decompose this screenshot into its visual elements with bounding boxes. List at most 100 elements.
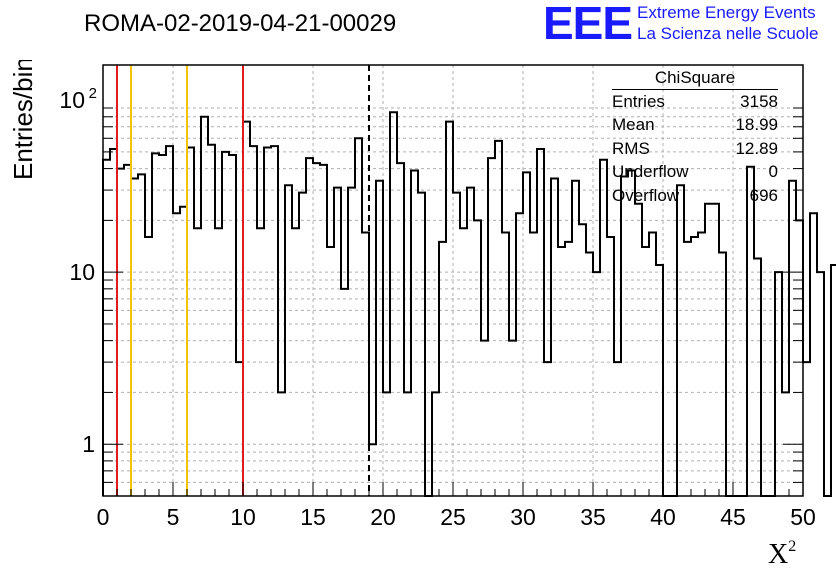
histogram-bin — [544, 362, 551, 496]
stats-value: 12.89 — [735, 138, 778, 158]
histogram-bin — [635, 204, 642, 496]
histogram-bin — [187, 148, 194, 496]
x-axis-label-exponent: 2 — [788, 538, 797, 555]
histogram-bin — [467, 188, 474, 496]
histogram-bin — [796, 220, 803, 496]
histogram-bin — [593, 272, 600, 496]
histogram-bin — [278, 392, 285, 496]
chart-title: ROMA-02-2019-04-21-00029 — [84, 10, 397, 37]
histogram-bin — [390, 112, 397, 496]
histogram-bin — [236, 362, 243, 496]
histogram-bin — [551, 179, 558, 496]
histogram-bin — [397, 163, 404, 496]
histogram-bin — [306, 158, 313, 496]
histogram-bin — [523, 172, 530, 496]
histogram-bin — [628, 170, 635, 496]
y-axis-label: Entries/bin — [8, 60, 38, 180]
histogram-bin — [831, 265, 836, 496]
y-tick-label: 1 — [82, 431, 95, 457]
x-axis-label: X2 — [768, 538, 796, 571]
histogram-bin — [712, 204, 719, 496]
histogram-bin — [817, 272, 824, 496]
histogram-bin — [383, 392, 390, 496]
histogram-bin — [775, 272, 782, 496]
histogram-bin — [355, 138, 362, 496]
stats-box: ChiSquare Entries 3158 Mean 18.99 RMS 12… — [612, 68, 778, 207]
stats-label: RMS — [612, 138, 650, 158]
histogram-bin — [222, 152, 229, 496]
histogram-bin — [334, 188, 341, 496]
stats-row: Overflow 696 — [612, 184, 778, 207]
x-tick-label: 25 — [440, 504, 466, 530]
x-tick-label: 20 — [370, 504, 396, 530]
stats-value: 3158 — [740, 92, 778, 111]
stats-value: 18.99 — [735, 115, 778, 135]
histogram-bin — [418, 193, 425, 496]
histogram-bin — [446, 122, 453, 496]
histogram-bin — [159, 155, 166, 496]
histogram-bin — [131, 179, 138, 496]
histogram-bin — [194, 228, 201, 496]
histogram-bin — [180, 207, 187, 496]
histogram-bin — [439, 242, 446, 496]
histogram-bin — [341, 289, 348, 496]
histogram-bin — [607, 237, 614, 496]
histogram-bin — [516, 213, 523, 496]
histogram-bin — [558, 247, 565, 496]
eee-logo: EEE — [543, 0, 633, 49]
histogram-bin — [621, 176, 628, 496]
histogram-bin — [530, 233, 537, 496]
histogram-bin — [614, 362, 621, 496]
histogram-bin — [208, 145, 215, 496]
stats-label: Entries — [612, 92, 665, 111]
stats-row: Underflow 0 — [612, 160, 778, 183]
histogram-bin — [103, 160, 110, 496]
histogram-bin — [474, 220, 481, 496]
logo-line-1: Extreme Energy Events — [637, 3, 816, 22]
stats-label: Underflow — [612, 162, 689, 182]
histogram-bin — [152, 153, 159, 496]
x-tick-label: 30 — [510, 504, 536, 530]
y-tick-label: 10 — [69, 259, 95, 285]
histogram-bin — [299, 193, 306, 496]
histogram-bin — [320, 165, 327, 496]
histogram-bin — [810, 213, 817, 496]
x-tick-label: 50 — [790, 504, 816, 530]
histogram-bin — [754, 259, 761, 496]
histogram-bin — [460, 228, 467, 496]
histogram-bin — [173, 213, 180, 496]
x-tick-label: 45 — [720, 504, 746, 530]
histogram-bin — [502, 233, 509, 496]
histogram-bin — [509, 341, 516, 496]
histogram-bin — [495, 141, 502, 496]
histogram-bin — [579, 224, 586, 496]
histogram-bin — [586, 253, 593, 496]
stats-value: 0 — [768, 162, 778, 182]
histogram-bin — [348, 188, 355, 496]
histogram-bin — [369, 444, 376, 496]
histogram-bin — [600, 160, 607, 496]
x-tick-label: 0 — [97, 504, 110, 530]
histogram-bin — [362, 233, 369, 496]
histogram-bin — [565, 242, 572, 496]
histogram-bin — [537, 149, 544, 496]
histogram-bin — [229, 155, 236, 496]
histogram-bin — [145, 237, 152, 496]
histogram-bin — [243, 122, 250, 496]
histogram-bin — [789, 181, 796, 496]
histogram-bin — [642, 247, 649, 496]
histogram-bin — [264, 148, 271, 496]
x-tick-label: 10 — [230, 504, 256, 530]
histogram-bin — [803, 362, 810, 496]
histogram-bin — [649, 233, 656, 496]
histogram-bin — [201, 117, 208, 496]
histogram-bin — [656, 265, 663, 496]
histogram-bin — [313, 163, 320, 496]
x-axis-label-text: X — [768, 539, 789, 570]
histogram-bin — [747, 167, 754, 496]
histogram-bin — [117, 169, 124, 496]
histogram-bin — [698, 233, 705, 496]
logo-line-2: La Scienza nelle Scuole — [637, 24, 819, 43]
